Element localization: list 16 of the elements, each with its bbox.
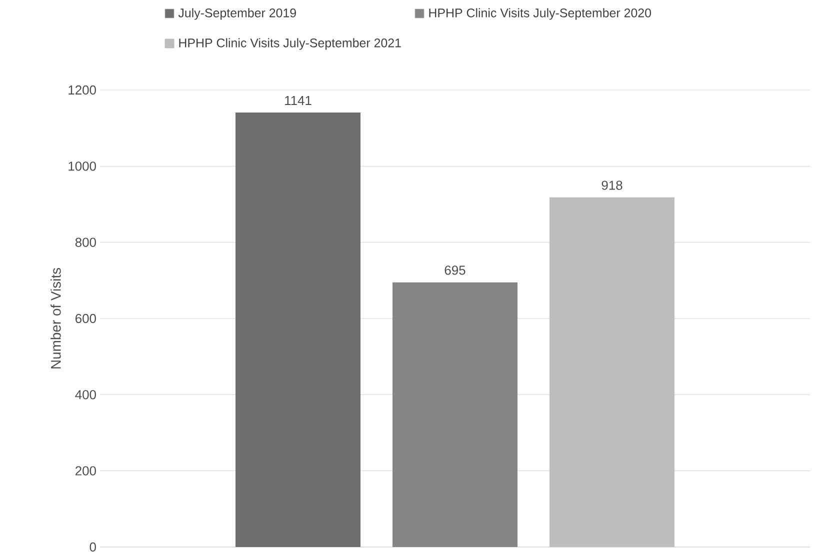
y-tick-label: 200	[76, 466, 96, 476]
y-tick-label: 1000	[68, 162, 96, 171]
data-label: 695	[444, 266, 466, 275]
y-tick-label: 1200	[68, 85, 96, 95]
y-tick-label: 400	[75, 390, 96, 400]
y-axis-title: Number of Visits	[50, 268, 61, 368]
bar	[392, 282, 518, 547]
legend-label: HPHP Clinic Visits July-September 2020	[429, 8, 652, 20]
y-tick-label: 600	[76, 314, 96, 324]
legend-label: HPHP Clinic Visits July-September 2021	[179, 38, 401, 50]
bar	[236, 112, 361, 547]
y-tick-label: 0	[90, 542, 96, 552]
legend-label: July-September 2019	[178, 8, 296, 20]
data-label: 1141	[285, 96, 312, 105]
y-tick-label: 800	[75, 238, 96, 247]
data-label: 918	[602, 180, 622, 190]
